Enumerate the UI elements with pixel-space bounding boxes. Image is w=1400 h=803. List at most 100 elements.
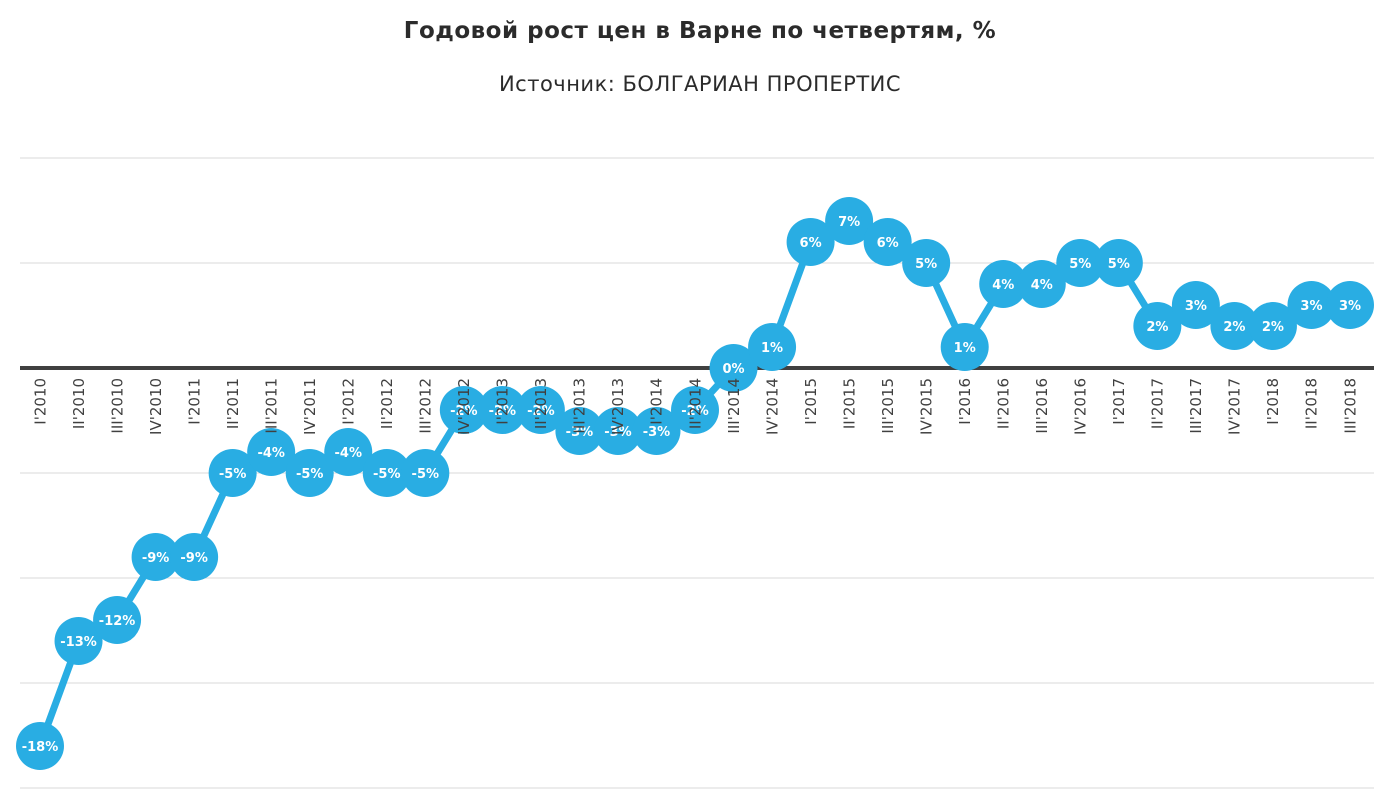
data-point-label: 2% bbox=[1223, 320, 1245, 335]
x-axis-label: II'2018 bbox=[1303, 378, 1321, 429]
data-point-marker[interactable] bbox=[131, 533, 180, 581]
data-point-label: -2% bbox=[450, 404, 477, 419]
data-point-label: -13% bbox=[60, 635, 97, 650]
x-axis-label: II'2011 bbox=[224, 378, 242, 429]
data-point-marker[interactable] bbox=[208, 449, 257, 497]
data-point-label: -5% bbox=[219, 467, 246, 482]
data-point-label: 0% bbox=[722, 362, 744, 377]
data-point-marker[interactable] bbox=[16, 722, 64, 770]
x-axis-label: II'2012 bbox=[378, 378, 396, 429]
x-axis-label: III'2017 bbox=[1187, 378, 1205, 434]
data-point-marker[interactable] bbox=[1326, 281, 1374, 329]
data-point-marker[interactable] bbox=[170, 533, 219, 581]
data-point-marker[interactable] bbox=[1210, 302, 1259, 350]
x-axis-label: IV'2011 bbox=[301, 378, 319, 435]
data-point-label: -3% bbox=[643, 425, 670, 440]
data-point-label: -9% bbox=[180, 551, 207, 566]
x-axis-label: III'2018 bbox=[1341, 378, 1359, 434]
data-point-label: -4% bbox=[257, 446, 284, 461]
data-point-marker[interactable] bbox=[362, 449, 411, 497]
data-point-marker[interactable] bbox=[709, 344, 758, 392]
x-axis-label: III'2012 bbox=[417, 378, 435, 434]
x-axis-label: IV'2014 bbox=[763, 378, 781, 435]
data-point-label: -2% bbox=[489, 404, 516, 419]
data-point-label: -5% bbox=[412, 467, 439, 482]
x-axis-label: II'2017 bbox=[1149, 378, 1167, 429]
data-point-marker[interactable] bbox=[516, 386, 565, 434]
x-axis-label: II'2013 bbox=[532, 378, 550, 429]
data-point-label: -2% bbox=[527, 404, 554, 419]
data-point-marker[interactable] bbox=[748, 323, 797, 371]
data-point-label: -18% bbox=[22, 740, 59, 755]
data-point-marker[interactable] bbox=[1094, 239, 1143, 287]
data-point-marker[interactable] bbox=[478, 386, 527, 434]
data-point-marker[interactable] bbox=[1171, 281, 1220, 329]
x-axis-label: IV'2010 bbox=[147, 378, 165, 435]
x-axis-label: I'2018 bbox=[1264, 378, 1282, 425]
data-point-label: 3% bbox=[1185, 299, 1207, 314]
data-point-marker[interactable] bbox=[1287, 281, 1336, 329]
data-point-marker[interactable] bbox=[401, 449, 450, 497]
data-point-label: 1% bbox=[761, 341, 783, 356]
data-point-marker[interactable] bbox=[555, 407, 604, 455]
data-point-marker[interactable] bbox=[632, 407, 681, 455]
x-axis-label: IV'2016 bbox=[1072, 378, 1090, 435]
x-axis-label: IV'2015 bbox=[917, 378, 935, 435]
data-point-label: 6% bbox=[800, 236, 822, 251]
data-point-marker[interactable] bbox=[979, 260, 1028, 308]
data-point-marker[interactable] bbox=[1248, 302, 1297, 350]
x-axis-label: III'2015 bbox=[879, 378, 897, 434]
data-point-marker[interactable] bbox=[54, 617, 103, 665]
data-point-label: 4% bbox=[992, 278, 1014, 293]
data-point-marker[interactable] bbox=[863, 218, 912, 266]
data-point-label: 3% bbox=[1339, 299, 1361, 314]
x-axis-label: IV'2017 bbox=[1226, 378, 1244, 435]
chart-title: Годовой рост цен в Варне по четвертям, % bbox=[403, 18, 997, 44]
data-point-label: -2% bbox=[681, 404, 708, 419]
x-axis-label: III'2016 bbox=[1033, 378, 1051, 434]
x-axis-label: I'2014 bbox=[648, 378, 666, 425]
chart-subtitle: Источник: БОЛГАРИАН ПРОПЕРТИС bbox=[498, 72, 902, 96]
data-point-label: 6% bbox=[877, 236, 899, 251]
data-point-label: -12% bbox=[99, 614, 136, 629]
x-axis-label: I'2012 bbox=[339, 378, 357, 425]
data-point-marker[interactable] bbox=[825, 197, 874, 245]
data-point-marker[interactable] bbox=[940, 323, 989, 371]
data-point-marker[interactable] bbox=[285, 449, 334, 497]
data-point-marker[interactable] bbox=[439, 386, 488, 434]
data-point-label: -9% bbox=[142, 551, 169, 566]
data-point-marker[interactable] bbox=[1133, 302, 1182, 350]
data-point-marker[interactable] bbox=[324, 428, 373, 476]
data-point-marker[interactable] bbox=[786, 218, 835, 266]
x-axis-label: I'2010 bbox=[31, 378, 49, 425]
data-point-marker[interactable] bbox=[247, 428, 296, 476]
x-axis-label: II'2014 bbox=[686, 378, 704, 429]
x-axis-label: IV'2012 bbox=[455, 378, 473, 435]
data-point-label: 5% bbox=[1069, 257, 1091, 272]
data-point-label: 2% bbox=[1146, 320, 1168, 335]
x-axis-label: III'2011 bbox=[262, 378, 280, 434]
data-point-label: 4% bbox=[1031, 278, 1053, 293]
data-point-marker[interactable] bbox=[1017, 260, 1066, 308]
x-axis-label: II'2016 bbox=[994, 378, 1012, 429]
x-axis-label: I'2017 bbox=[1110, 378, 1128, 425]
x-axis-label: I'2013 bbox=[494, 378, 512, 425]
x-axis-label: II'2015 bbox=[840, 378, 858, 429]
data-point-label: 5% bbox=[1108, 257, 1130, 272]
data-point-label: -5% bbox=[296, 467, 323, 482]
data-point-label: -5% bbox=[373, 467, 400, 482]
x-axis-label: I'2011 bbox=[185, 378, 203, 425]
data-point-label: 2% bbox=[1262, 320, 1284, 335]
data-point-marker[interactable] bbox=[593, 407, 642, 455]
data-point-marker[interactable] bbox=[93, 596, 142, 644]
x-axis-label: I'2015 bbox=[802, 378, 820, 425]
data-point-marker[interactable] bbox=[902, 239, 951, 287]
x-axis-label: III'2010 bbox=[108, 378, 126, 434]
x-axis-label: III'2014 bbox=[725, 378, 743, 434]
data-point-label: 3% bbox=[1300, 299, 1322, 314]
x-axis-label: I'2016 bbox=[956, 378, 974, 425]
data-point-marker[interactable] bbox=[1056, 239, 1105, 287]
data-point-marker[interactable] bbox=[671, 386, 719, 434]
